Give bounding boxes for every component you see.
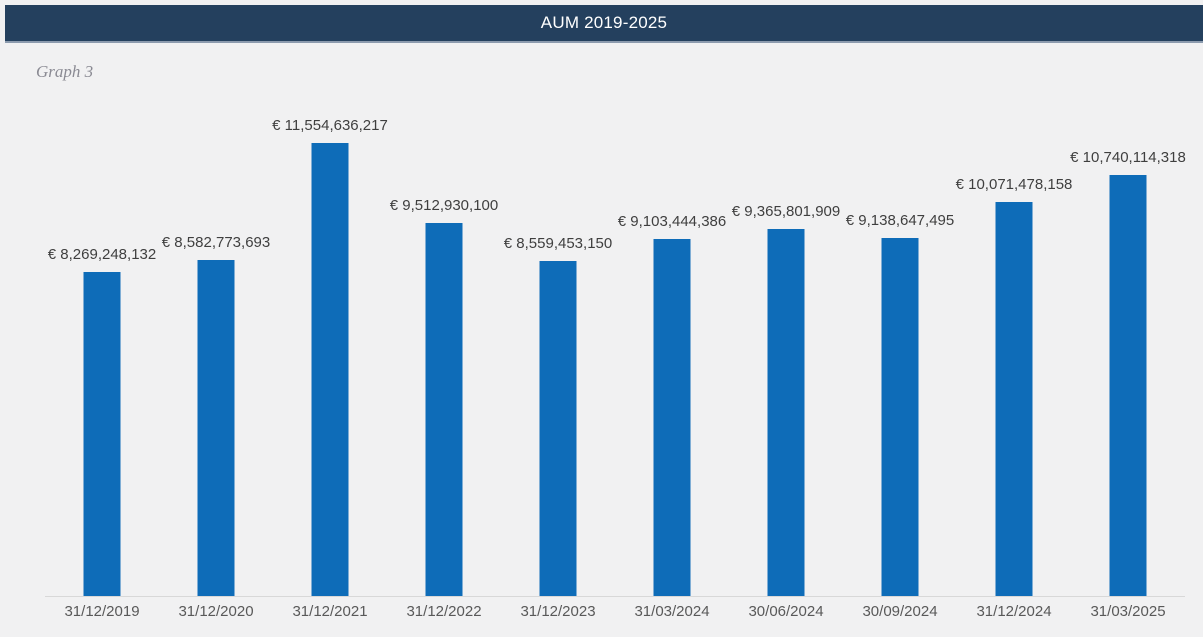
bar-value-label: € 11,554,636,217 bbox=[272, 117, 388, 134]
x-axis-label: 31/12/2024 bbox=[976, 603, 1052, 620]
plot-area: € 8,269,248,132 31/12/2019 € 8,582,773,693… bbox=[45, 117, 1186, 620]
bar-value-label: € 8,269,248,132 bbox=[47, 246, 157, 263]
bar-value-label: € 8,559,453,150 bbox=[503, 235, 613, 252]
bar-group: € 10,071,478,158 31/12/2024 bbox=[955, 127, 1073, 620]
x-axis-label: 31/12/2021 bbox=[292, 603, 368, 620]
x-axis-label: 30/09/2024 bbox=[862, 603, 938, 620]
bar bbox=[311, 143, 349, 596]
bar bbox=[1109, 175, 1147, 596]
x-axis-label: 31/12/2023 bbox=[520, 603, 596, 620]
bar bbox=[425, 223, 463, 596]
bar-value-label: € 9,138,647,495 bbox=[845, 212, 955, 229]
bar-group: € 8,269,248,132 31/12/2019 bbox=[45, 127, 159, 620]
bar-group: € 8,582,773,693 31/12/2020 bbox=[159, 127, 273, 620]
bar-group: € 9,365,801,909 30/06/2024 bbox=[729, 127, 843, 620]
bar-value-label: € 9,365,801,909 bbox=[731, 203, 841, 220]
bar bbox=[767, 229, 805, 596]
x-axis-label: 31/12/2022 bbox=[406, 603, 482, 620]
bar bbox=[83, 272, 121, 596]
bar-group: € 11,554,636,217 31/12/2021 bbox=[272, 117, 388, 620]
bar-value-label: € 8,582,773,693 bbox=[161, 234, 271, 251]
chart-title: AUM 2019-2025 bbox=[540, 13, 668, 32]
bar-value-label: € 9,103,444,386 bbox=[617, 213, 727, 230]
bar-group: € 10,740,114,318 31/03/2025 bbox=[1070, 127, 1186, 620]
x-axis-label: 31/03/2025 bbox=[1090, 603, 1166, 620]
bar-group: € 9,103,444,386 31/03/2024 bbox=[615, 127, 729, 620]
bar-group: € 8,559,453,150 31/12/2023 bbox=[501, 127, 615, 620]
bar bbox=[881, 238, 919, 596]
bar bbox=[653, 239, 691, 596]
bar bbox=[197, 260, 235, 596]
bar-group: € 9,138,647,495 30/09/2024 bbox=[843, 127, 957, 620]
bar-group: € 9,512,930,100 31/12/2022 bbox=[387, 127, 501, 620]
bar-value-label: € 10,071,478,158 bbox=[955, 176, 1073, 193]
bar-value-label: € 10,740,114,318 bbox=[1070, 149, 1186, 166]
x-axis-label: 31/12/2020 bbox=[178, 603, 254, 620]
bar bbox=[539, 261, 577, 596]
x-axis-label: 31/03/2024 bbox=[634, 603, 710, 620]
x-axis-label: 30/06/2024 bbox=[748, 603, 824, 620]
bar bbox=[995, 202, 1033, 596]
x-axis-label: 31/12/2019 bbox=[64, 603, 140, 620]
bar-value-label: € 9,512,930,100 bbox=[389, 197, 499, 214]
graph-caption: Graph 3 bbox=[36, 62, 94, 81]
report-header-bar: AUM 2019-2025 bbox=[5, 5, 1203, 43]
